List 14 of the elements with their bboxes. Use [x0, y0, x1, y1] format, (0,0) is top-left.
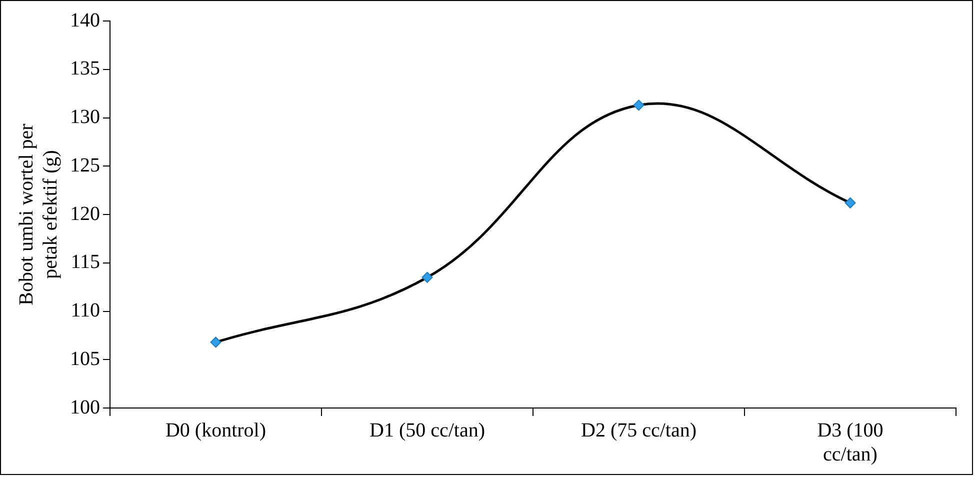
y-tick-label: 125: [70, 154, 100, 176]
y-tick-label: 110: [70, 300, 100, 322]
y-tick-label: 140: [70, 9, 100, 32]
x-tick-label: D3 (100 cc/tan): [817, 419, 884, 466]
x-tick-label: D1 (50 cc/tan): [369, 419, 486, 442]
y-tick-label: 130: [70, 106, 100, 128]
x-tick-label: D2 (75 cc/tan): [580, 419, 697, 442]
y-tick-label: 100: [70, 396, 100, 418]
y-tick-label: 120: [70, 202, 100, 225]
x-tick-label: D0 (kontrol): [165, 419, 266, 442]
y-tick-label: 105: [70, 348, 100, 370]
y-axis-title: Bobot umbi wortel per petak efektif (g): [15, 123, 62, 306]
y-tick-label: 115: [70, 251, 100, 274]
y-tick-label: 135: [70, 58, 100, 80]
